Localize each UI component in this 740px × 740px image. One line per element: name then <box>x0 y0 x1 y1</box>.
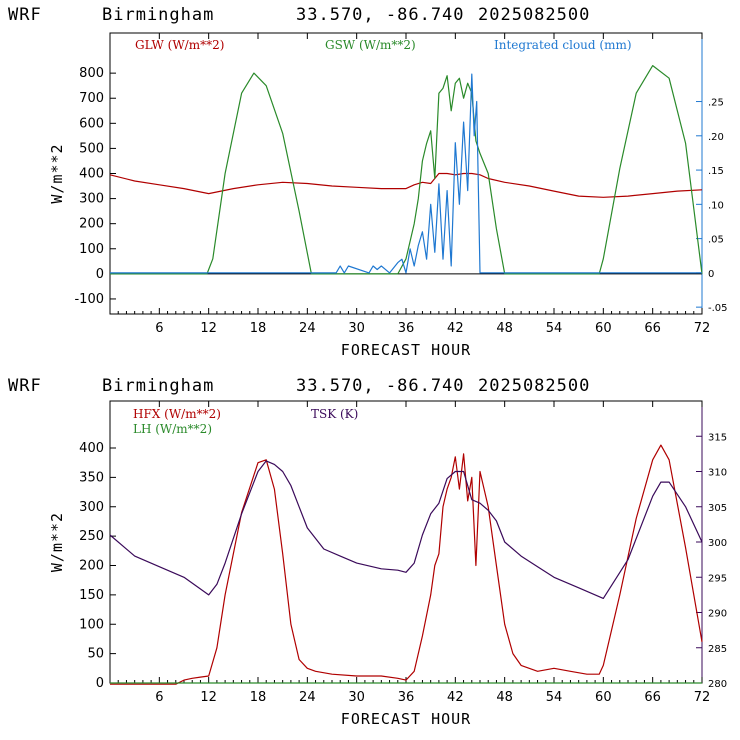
x-tick-label: 66 <box>644 321 661 336</box>
y-tick-label: 300 <box>79 500 104 515</box>
series-line-1-3 <box>110 73 702 274</box>
y-tick-label: 200 <box>79 559 104 574</box>
y-tick-label: 250 <box>79 529 104 544</box>
y-tick-label: 400 <box>79 441 104 456</box>
right-y-tick-label: .25 <box>708 98 724 109</box>
header-model: WRF <box>8 5 42 25</box>
y-tick-label: 600 <box>79 116 104 131</box>
x-tick-label: 42 <box>447 321 464 336</box>
right-y-tick-label: .15 <box>708 166 724 177</box>
series-line-2-1 <box>110 444 703 685</box>
y-tick-label: 0 <box>96 267 104 282</box>
right-y-tick-label: -.05 <box>708 303 728 314</box>
x-axis-label: FORECAST HOUR <box>341 341 471 359</box>
x-tick-label: 6 <box>155 690 163 705</box>
x-tick-label: 72 <box>694 690 711 705</box>
y-axis-label: W/m**2 <box>48 143 66 203</box>
series-line-2-3 <box>109 460 703 600</box>
y-tick-label: 300 <box>79 192 104 207</box>
right-y-tick-label: .10 <box>708 200 724 211</box>
y-tick-label: 800 <box>79 66 104 81</box>
right-y-tick-label: 295 <box>708 573 727 584</box>
y-tick-label: -100 <box>74 292 104 307</box>
x-tick-label: 24 <box>299 321 316 336</box>
right-y-tick-label: 300 <box>708 538 727 549</box>
x-tick-label: 60 <box>595 690 612 705</box>
header-station-2: Birmingham <box>102 376 214 396</box>
header-coords: 33.570, -86.740 <box>296 5 465 25</box>
panel-1: 6 12 18 24 30 36 42 48 54 60 66 72 -100 0 100 200 300 400… <box>48 32 728 359</box>
x-tick-label: 54 <box>546 321 563 336</box>
x-tick-label: 48 <box>496 690 513 705</box>
right-y-tick-label: 0 <box>708 269 714 280</box>
y-tick-label: 100 <box>79 617 104 632</box>
y-tick-label: 0 <box>96 676 104 691</box>
header-date: 2025082500 <box>478 5 590 25</box>
y-tick-label: 50 <box>87 647 104 662</box>
y-tick-label: 150 <box>79 588 104 603</box>
right-y-tick-label: .20 <box>708 132 724 143</box>
legend-cloud: Integrated cloud (mm) <box>494 38 632 52</box>
y-tick-label: 350 <box>79 470 104 485</box>
x-tick-label: 12 <box>200 321 217 336</box>
x-tick-label: 36 <box>398 321 415 336</box>
x-tick-label: 60 <box>595 321 612 336</box>
y-tick-label: 400 <box>79 167 104 182</box>
y-tick-label: 200 <box>79 217 104 232</box>
right-y-tick-label: 310 <box>708 468 727 479</box>
x-tick-label: 12 <box>200 690 217 705</box>
header-coords-2: 33.570, -86.740 <box>296 376 465 396</box>
header-model-2: WRF <box>8 376 42 396</box>
right-y-tick-label: 285 <box>708 644 727 655</box>
right-y-tick-label: .05 <box>708 235 724 246</box>
header-station: Birmingham <box>102 5 214 25</box>
x-tick-label: 72 <box>694 321 711 336</box>
panel-2: 6 12 18 24 30 36 42 48 54 60 66 72 0 50 100 150 200 250 30… <box>48 400 727 728</box>
right-y-tick-label: 290 <box>708 609 727 620</box>
legend-gsw: GSW (W/m**2) <box>325 38 416 52</box>
plot-frame <box>109 400 703 684</box>
x-tick-label: 42 <box>447 690 464 705</box>
header-date-2: 2025082500 <box>478 376 590 396</box>
series-line-1-2 <box>110 64 703 275</box>
right-y-tick-label: 305 <box>708 503 727 514</box>
y-tick-label: 700 <box>79 91 104 106</box>
x-tick-label: 66 <box>644 690 661 705</box>
y-axis-label: W/m**2 <box>48 512 66 572</box>
x-tick-label: 18 <box>250 690 267 705</box>
x-tick-label: 54 <box>546 690 563 705</box>
x-tick-label: 24 <box>299 690 316 705</box>
series-line-1-1 <box>109 172 703 198</box>
x-tick-label: 6 <box>155 321 163 336</box>
right-y-tick-label: 280 <box>708 679 727 690</box>
x-axis-label: FORECAST HOUR <box>341 710 471 728</box>
x-tick-label: 30 <box>348 321 365 336</box>
y-tick-label: 100 <box>79 242 104 257</box>
x-tick-label: 30 <box>348 690 365 705</box>
x-tick-label: 36 <box>398 690 415 705</box>
x-tick-label: 18 <box>250 321 267 336</box>
legend-glw: GLW (W/m**2) <box>135 38 224 52</box>
right-y-tick-label: 315 <box>708 432 727 443</box>
legend-tsk: TSK (K) <box>311 407 358 421</box>
legend-lh: LH (W/m**2) <box>133 422 212 436</box>
legend-hfx: HFX (W/m**2) <box>133 407 221 421</box>
x-tick-label: 48 <box>496 321 513 336</box>
y-tick-label: 500 <box>79 141 104 156</box>
